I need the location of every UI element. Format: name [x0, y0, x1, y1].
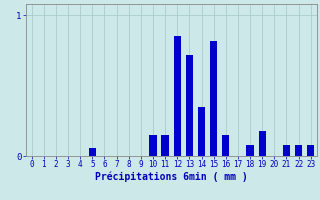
- Bar: [283, 145, 290, 156]
- Bar: [259, 131, 266, 156]
- Bar: [89, 148, 96, 156]
- Bar: [307, 145, 314, 156]
- Bar: [174, 36, 181, 156]
- Bar: [149, 135, 157, 156]
- Bar: [295, 145, 302, 156]
- Bar: [246, 145, 254, 156]
- Bar: [162, 135, 169, 156]
- X-axis label: Précipitations 6min ( mm ): Précipitations 6min ( mm ): [95, 172, 248, 182]
- Bar: [210, 41, 217, 156]
- Bar: [198, 107, 205, 156]
- Bar: [222, 135, 229, 156]
- Bar: [186, 55, 193, 156]
